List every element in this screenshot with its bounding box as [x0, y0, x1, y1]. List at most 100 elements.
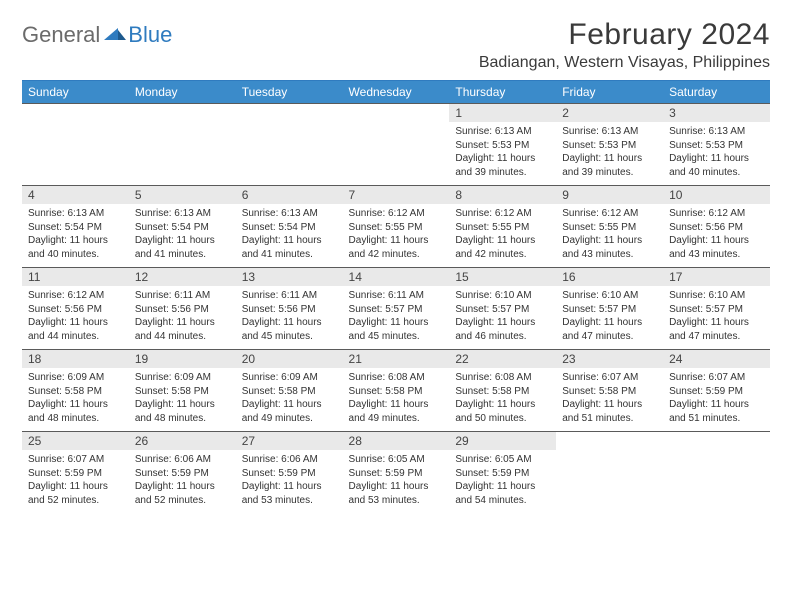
- sunset-line: Sunset: 5:54 PM: [242, 221, 337, 235]
- day-info-cell: Sunrise: 6:05 AMSunset: 5:59 PMDaylight:…: [449, 450, 556, 513]
- sunset-line: Sunset: 5:58 PM: [135, 385, 230, 399]
- daylight-line: Daylight: 11 hours and 49 minutes.: [349, 398, 444, 425]
- daylight-line: Daylight: 11 hours and 48 minutes.: [28, 398, 123, 425]
- day-number-cell: 3: [663, 104, 770, 123]
- daylight-line: Daylight: 11 hours and 42 minutes.: [349, 234, 444, 261]
- sunset-line: Sunset: 5:58 PM: [562, 385, 657, 399]
- day-info-cell: Sunrise: 6:12 AMSunset: 5:55 PMDaylight:…: [449, 204, 556, 268]
- day-info-cell: Sunrise: 6:09 AMSunset: 5:58 PMDaylight:…: [236, 368, 343, 432]
- daylight-line: Daylight: 11 hours and 41 minutes.: [135, 234, 230, 261]
- day-number-cell: [129, 104, 236, 123]
- title-block: February 2024 Badiangan, Western Visayas…: [479, 18, 770, 72]
- daylight-line: Daylight: 11 hours and 44 minutes.: [28, 316, 123, 343]
- weekday-header: Wednesday: [343, 81, 450, 104]
- sunset-line: Sunset: 5:57 PM: [455, 303, 550, 317]
- sunset-line: Sunset: 5:56 PM: [28, 303, 123, 317]
- day-info-row: Sunrise: 6:13 AM Sunset: 5:54 PM Daylight:…: [22, 204, 770, 268]
- day-info-row: Sunrise: 6:12 AMSunset: 5:56 PMDaylight:…: [22, 286, 770, 350]
- sunrise-line: Sunrise: 6:07 AM: [669, 371, 764, 385]
- sunrise-line: Sunrise: 6:10 AM: [455, 289, 550, 303]
- day-number-row: 18192021222324: [22, 350, 770, 369]
- sunrise-line: Sunrise: 6:09 AM: [28, 371, 123, 385]
- sunset-line: Sunset: 5:58 PM: [349, 385, 444, 399]
- sunset-line: Sunset: 5:57 PM: [349, 303, 444, 317]
- sunrise-line: Sunrise: 6:09 AM: [242, 371, 337, 385]
- day-number-cell: [556, 432, 663, 451]
- daylight-line: Daylight: 11 hours and 51 minutes.: [562, 398, 657, 425]
- sunset-line: Sunset: 5:55 PM: [562, 221, 657, 235]
- day-info-cell: Sunrise: 6:13 AMSunset: 5:54 PMDaylight:…: [236, 204, 343, 268]
- day-number-cell: 23: [556, 350, 663, 369]
- sunset-line: Sunset: 5:58 PM: [28, 385, 123, 399]
- daylight-line: Daylight: 11 hours and 53 minutes.: [242, 480, 337, 507]
- sunset-line: Sunset: 5:56 PM: [242, 303, 337, 317]
- day-info-cell: Sunrise: 6:11 AMSunset: 5:57 PMDaylight:…: [343, 286, 450, 350]
- day-number-cell: 14: [343, 268, 450, 287]
- day-info-cell: Sunrise: 6:09 AMSunset: 5:58 PMDaylight:…: [129, 368, 236, 432]
- day-info-cell: [663, 450, 770, 513]
- sunrise-line: Sunrise: 6:06 AM: [242, 453, 337, 467]
- calendar-table: SundayMondayTuesdayWednesdayThursdayFrid…: [22, 80, 770, 513]
- sunrise-line: Sunrise: 6:12 AM: [455, 207, 550, 221]
- day-number-cell: 24: [663, 350, 770, 369]
- sunrise-line: Sunrise: 6:13 AM: [669, 125, 764, 139]
- day-number-cell: 27: [236, 432, 343, 451]
- sunrise-line: Sunrise: 6:07 AM: [562, 371, 657, 385]
- day-number-cell: [343, 104, 450, 123]
- sunset-line: Sunset: 5:57 PM: [669, 303, 764, 317]
- day-info-cell: Sunrise: 6:11 AMSunset: 5:56 PMDaylight:…: [236, 286, 343, 350]
- daylight-line: Daylight: 11 hours and 39 minutes.: [562, 152, 657, 179]
- month-title: February 2024: [479, 18, 770, 52]
- day-info-row: Sunrise: 6:09 AMSunset: 5:58 PMDaylight:…: [22, 368, 770, 432]
- sunset-line: Sunset: 5:56 PM: [669, 221, 764, 235]
- day-number-cell: [22, 104, 129, 123]
- sunset-line: Sunset: 5:58 PM: [455, 385, 550, 399]
- day-number-cell: 9: [556, 186, 663, 205]
- sunset-line: Sunset: 5:57 PM: [562, 303, 657, 317]
- day-info-cell: [343, 122, 450, 186]
- daylight-line: Daylight: 11 hours and 43 minutes.: [669, 234, 764, 261]
- sunrise-line: Sunrise: 6:10 AM: [562, 289, 657, 303]
- sunrise-line: Sunrise: 6:13 AM: [135, 207, 230, 221]
- day-info-cell: Sunrise: 6:10 AMSunset: 5:57 PMDaylight:…: [449, 286, 556, 350]
- day-number-cell: 17: [663, 268, 770, 287]
- weekday-header: Saturday: [663, 81, 770, 104]
- day-number-cell: 10: [663, 186, 770, 205]
- daylight-line: Daylight: 11 hours and 40 minutes.: [28, 234, 123, 261]
- day-info-cell: Sunrise: 6:13 AMSunset: 5:54 PMDaylight:…: [22, 204, 129, 268]
- daylight-line: Daylight: 11 hours and 46 minutes.: [455, 316, 550, 343]
- logo-text-blue: Blue: [128, 22, 172, 48]
- sunset-line: Sunset: 5:53 PM: [669, 139, 764, 153]
- sunrise-line: Sunrise: 6:11 AM: [349, 289, 444, 303]
- daylight-line: Daylight: 11 hours and 52 minutes.: [28, 480, 123, 507]
- day-number-cell: 16: [556, 268, 663, 287]
- sunrise-line: Sunrise: 6:05 AM: [455, 453, 550, 467]
- day-info-row: Sunrise: 6:13 AMSunset: 5:53 PM Daylight:…: [22, 122, 770, 186]
- day-info-cell: Sunrise: 6:13 AMSunset: 5:53 PMDaylight:…: [449, 122, 556, 186]
- day-info-cell: Sunrise: 6:05 AMSunset: 5:59 PMDaylight:…: [343, 450, 450, 513]
- day-info-cell: Sunrise: 6:13 AMSunset: 5:54 PMDaylight:…: [129, 204, 236, 268]
- sunrise-line: Sunrise: 6:09 AM: [135, 371, 230, 385]
- logo-text-general: General: [22, 22, 100, 48]
- sunrise-line: Sunrise: 6:05 AM: [349, 453, 444, 467]
- day-info-cell: [236, 122, 343, 186]
- day-number-cell: 6: [236, 186, 343, 205]
- sunset-line: Sunset: 5:59 PM: [135, 467, 230, 481]
- daylight-line: Daylight: 11 hours and 47 minutes.: [669, 316, 764, 343]
- day-number-cell: 25: [22, 432, 129, 451]
- day-info-cell: Sunrise: 6:07 AMSunset: 5:59 PMDaylight:…: [663, 368, 770, 432]
- day-number-cell: 13: [236, 268, 343, 287]
- daylight-line: Daylight: 11 hours and 45 minutes.: [242, 316, 337, 343]
- daylight-line: Daylight: 11 hours and 52 minutes.: [135, 480, 230, 507]
- daylight-line: Daylight: 11 hours and 49 minutes.: [242, 398, 337, 425]
- day-info-cell: Sunrise: 6:06 AMSunset: 5:59 PMDaylight:…: [129, 450, 236, 513]
- sunset-line: Sunset: 5:59 PM: [349, 467, 444, 481]
- day-info-row: Sunrise: 6:07 AMSunset: 5:59 PMDaylight:…: [22, 450, 770, 513]
- sunrise-line: Sunrise: 6:11 AM: [242, 289, 337, 303]
- day-number-cell: 7: [343, 186, 450, 205]
- sunrise-line: Sunrise: 6:12 AM: [669, 207, 764, 221]
- day-info-cell: Sunrise: 6:07 AMSunset: 5:58 PMDaylight:…: [556, 368, 663, 432]
- day-info-cell: Sunrise: 6:13 AMSunset: 5:53 PMDaylight:…: [556, 122, 663, 186]
- weekday-header-row: SundayMondayTuesdayWednesdayThursdayFrid…: [22, 81, 770, 104]
- daylight-line: Daylight: 11 hours and 43 minutes.: [562, 234, 657, 261]
